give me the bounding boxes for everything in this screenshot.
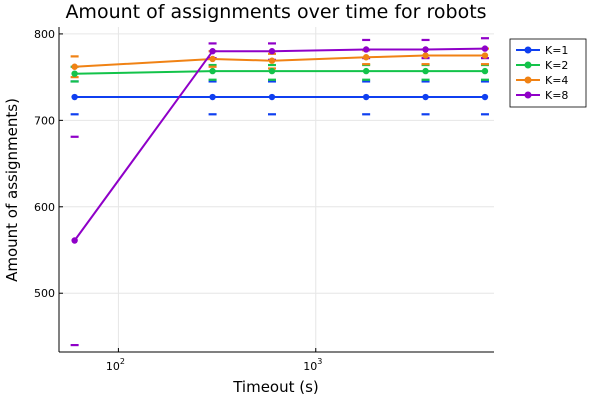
data-point: [362, 54, 370, 61]
series-line: [74, 54, 485, 68]
legend-label: K=4: [545, 74, 568, 87]
data-point: [422, 67, 429, 75]
data-point: [71, 237, 78, 244]
data-point: [268, 67, 276, 75]
data-point: [209, 67, 216, 75]
legend: K=1 K=2 K=4 K=8: [509, 38, 587, 108]
data-point: [268, 48, 276, 55]
data-point: [268, 93, 276, 101]
data-point: [71, 93, 78, 101]
legend-swatch-marker: [524, 91, 532, 99]
data-point: [481, 45, 489, 52]
data-point: [422, 93, 429, 101]
y-tick-label: 700: [34, 114, 55, 127]
data-point: [71, 63, 78, 70]
legend-label: K=2: [545, 59, 568, 72]
data-point: [362, 46, 370, 53]
data-point: [71, 70, 78, 77]
data-point: [268, 57, 276, 64]
data-point: [209, 93, 216, 101]
series-line: [74, 70, 485, 75]
legend-swatch-marker: [524, 46, 532, 54]
legend-label: K=1: [545, 44, 568, 57]
legend-label: K=8: [545, 89, 568, 102]
data-point: [481, 93, 489, 101]
y-axis-label: Amount of assignments): [3, 98, 21, 282]
y-tick-label: 600: [34, 201, 55, 214]
series-line: [73, 47, 486, 242]
axes: [58, 27, 494, 353]
y-tick-label: 800: [34, 28, 55, 41]
x-tick-label: 102: [106, 357, 125, 373]
data-point: [422, 52, 429, 59]
data-point: [481, 67, 489, 75]
series-lines: [71, 45, 489, 244]
data-point: [209, 48, 216, 55]
x-tick-base: 10: [106, 360, 120, 373]
data-point: [362, 93, 370, 101]
data-point: [481, 52, 489, 59]
y-tick-label: 500: [34, 287, 55, 300]
data-point: [422, 46, 429, 53]
x-tick-exponent: 2: [120, 357, 125, 366]
error-bars: [70, 37, 489, 347]
x-tick-exponent: 3: [317, 357, 322, 366]
chart-title: Amount of assignments over time for robo…: [65, 1, 486, 23]
grid: [59, 27, 494, 352]
data-point: [362, 67, 370, 75]
x-tick-label: 103: [303, 357, 322, 373]
data-point: [209, 55, 216, 63]
x-axis-label: Timeout (s): [232, 378, 319, 396]
legend-swatch-marker: [524, 76, 532, 84]
legend-swatch-marker: [524, 61, 532, 69]
x-tick-base: 10: [303, 360, 317, 373]
